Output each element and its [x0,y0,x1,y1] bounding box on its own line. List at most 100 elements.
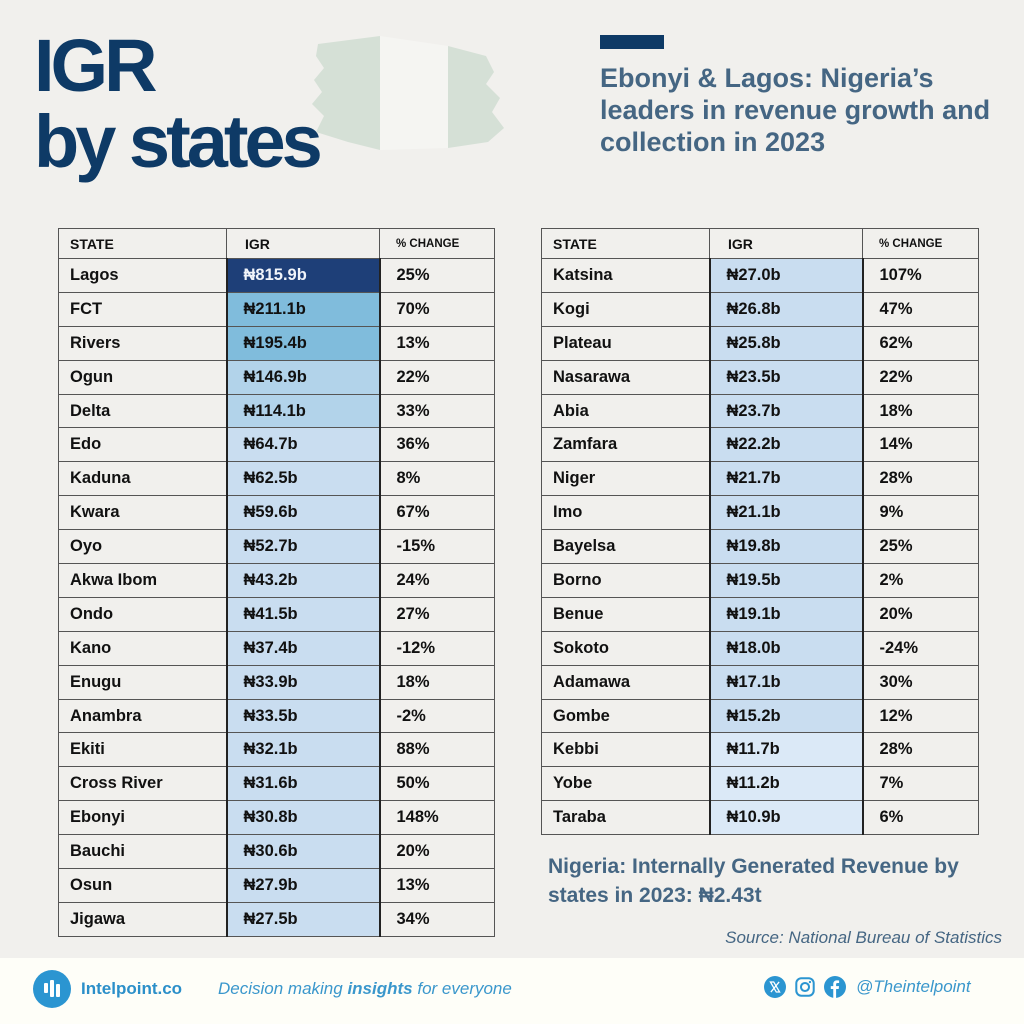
state-cell: Rivers [58,325,227,361]
table-row: Sokoto ₦18.0b -24% [541,630,979,666]
change-cell: 28% [862,461,979,497]
state-cell: Ebonyi [58,800,227,836]
igr-cell: ₦27.9b [225,868,381,903]
x-icon[interactable] [764,976,786,998]
change-cell: 2% [862,563,979,598]
accent-bar [600,35,664,49]
igr-cell: ₦52.7b [225,529,381,565]
change-cell: 7% [862,766,979,802]
change-cell: 18% [379,664,495,700]
state-cell: Abia [541,393,710,429]
state-cell: Anambra [58,698,227,734]
table-row: Ebonyi ₦30.8b 148% [58,800,495,836]
table-row: Gombe ₦15.2b 12% [541,698,979,734]
table-row: Edo ₦64.7b 36% [58,427,495,463]
state-cell: Taraba [541,800,710,836]
table-row: Lagos ₦815.9b 25% [58,258,495,293]
change-cell: 24% [379,563,495,598]
state-cell: Kebbi [541,732,710,768]
instagram-icon[interactable] [794,976,816,998]
igr-cell: ₦195.4b [225,325,381,361]
state-cell: Yobe [541,766,710,802]
state-cell: Enugu [58,664,227,700]
state-cell: Borno [541,563,710,598]
column-header-change: % CHANGE [862,228,979,259]
tagline-bold: insights [347,979,413,998]
state-cell: FCT [58,291,227,327]
igr-cell: ₦19.8b [708,529,864,565]
table-row: Enugu ₦33.9b 18% [58,664,495,700]
nigeria-flag-brush-icon [312,36,504,150]
igr-cell: ₦43.2b [225,563,381,598]
table-row: Bauchi ₦30.6b 20% [58,834,495,870]
igr-cell: ₦15.2b [708,698,864,734]
state-cell: Kogi [541,291,710,327]
igr-cell: ₦146.9b [225,359,381,395]
igr-cell: ₦23.7b [708,393,864,429]
igr-cell: ₦59.6b [225,495,381,531]
igr-cell: ₦27.5b [225,901,381,937]
state-cell: Akwa Ibom [58,563,227,598]
igr-cell: ₦211.1b [225,291,381,327]
table-row: Adamawa ₦17.1b 30% [541,664,979,700]
igr-cell: ₦11.2b [708,766,864,802]
column-header-igr: IGR [709,228,863,259]
state-cell: Zamfara [541,427,710,463]
state-cell: Ekiti [58,732,227,768]
intelpoint-logo-icon[interactable] [33,970,71,1008]
state-cell: Niger [541,461,710,497]
state-cell: Edo [58,427,227,463]
change-cell: 27% [379,596,495,632]
change-cell: -24% [862,630,979,666]
table-header-row: STATE IGR % CHANGE [58,228,495,259]
igr-cell: ₦815.9b [225,258,381,293]
state-cell: Kano [58,630,227,666]
change-cell: 107% [862,258,979,293]
table-row: Oyo ₦52.7b -15% [58,529,495,565]
igr-cell: ₦64.7b [225,427,381,463]
source-note: Source: National Bureau of Statistics [725,928,1002,947]
page-title: IGR by states [34,28,323,180]
state-cell: Delta [58,393,227,429]
state-cell: Kaduna [58,461,227,497]
table-row: Rivers ₦195.4b 13% [58,325,495,361]
state-cell: Plateau [541,325,710,361]
change-cell: 6% [862,800,979,836]
change-cell: 9% [862,495,979,531]
state-cell: Cross River [58,766,227,802]
state-cell: Bayelsa [541,529,710,565]
change-cell: -15% [379,529,495,565]
table-row: Anambra ₦33.5b -2% [58,698,495,734]
table-row: Abia ₦23.7b 18% [541,393,979,429]
subtitle: Ebonyi & Lagos: Nigeria’s leaders in rev… [600,63,991,157]
igr-cell: ₦41.5b [225,596,381,632]
table-row: Ogun ₦146.9b 22% [58,359,495,395]
table-row: Kwara ₦59.6b 67% [58,495,495,531]
social-handle[interactable]: @Theintelpoint [856,977,971,996]
igr-cell: ₦31.6b [225,766,381,802]
table-row: Taraba ₦10.9b 6% [541,800,979,836]
table-row: Imo ₦21.1b 9% [541,495,979,531]
table-row: Kogi ₦26.8b 47% [541,291,979,327]
table-row: Bayelsa ₦19.8b 25% [541,529,979,565]
change-cell: 30% [862,664,979,700]
change-cell: 22% [862,359,979,395]
change-cell: 34% [379,901,495,937]
facebook-icon[interactable] [824,976,846,998]
table-header-row: STATE IGR % CHANGE [541,228,979,259]
brand-link[interactable]: Intelpoint.co [81,979,183,998]
igr-cell: ₦19.1b [708,596,864,632]
tagline: Decision making insights for everyone [218,979,512,999]
igr-table-right: STATE IGR % CHANGE Katsina ₦27.0b 107% Kogi… [541,228,979,836]
table-row: FCT ₦211.1b 70% [58,291,495,327]
total-igr-note: Nigeria: Internally Generated Revenue by… [548,855,959,907]
igr-cell: ₦21.1b [708,495,864,531]
table-row: Ondo ₦41.5b 27% [58,596,495,632]
table-row: Katsina ₦27.0b 107% [541,258,979,293]
state-cell: Jigawa [58,901,227,937]
igr-cell: ₦114.1b [225,393,381,429]
table-row: Jigawa ₦27.5b 34% [58,901,495,937]
igr-cell: ₦19.5b [708,563,864,598]
change-cell: 18% [862,393,979,429]
table-row: Osun ₦27.9b 13% [58,868,495,903]
